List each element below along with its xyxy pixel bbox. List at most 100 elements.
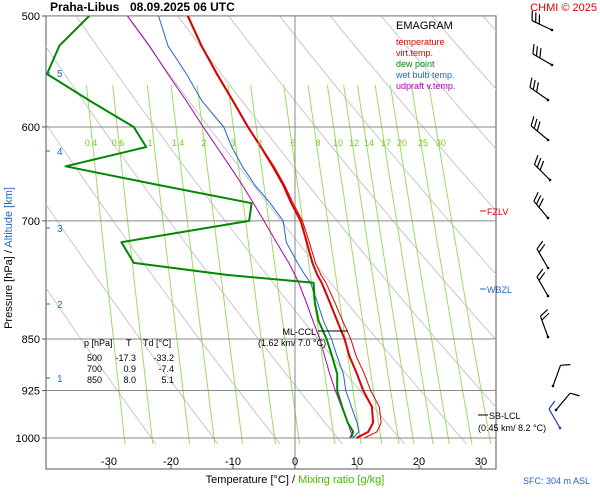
wind-barb-base [546,138,550,142]
fzlv-label: FZLV [487,207,508,217]
ml-ccl-value: (1.62 km/ 7.0 °C) [258,338,326,348]
pressure-tick-label: 600 [22,122,40,134]
pressure-tick-label: 700 [22,216,40,228]
wind-barb-flag [533,155,539,165]
table-row-700-td: -7.4 [158,364,174,374]
mixing-ratio-label: 17 [381,138,391,148]
wind-barbs [529,10,580,430]
ml-ccl-title: ML-CCL [282,327,316,337]
wind-barb-flag [538,272,546,281]
legend-item-temperature: temperature [396,37,445,47]
temperature-tick-label: -30 [101,456,117,468]
mixing-ratio-label: 25 [418,138,428,148]
wind-barb-flag [535,82,540,93]
mixing-ratio-line [428,84,492,445]
y-axis-label: Pressure [hPa] / Altitude [km] [3,187,15,329]
wind-barb-flag [536,240,544,250]
dry-adiabat-line [534,16,600,444]
wind-barb-flag [536,157,542,168]
wind-barb-base [558,426,562,430]
temperature-line [186,16,375,439]
wind-barb [539,309,550,339]
ml-ccl-annotation: ML-CCL (1.62 km/ 7.0 °C) [258,327,348,348]
wind-barb [554,392,580,412]
mixing-ratio-label: 20 [397,138,407,148]
mixing-ratio-label: 6 [290,138,295,148]
wind-barb [536,268,550,298]
mixing-ratio-line [374,84,434,445]
x-axis-label-sep: / [289,474,298,486]
wind-barb [536,240,550,270]
wind-barb-flag [536,121,541,132]
wind-barb-flag [529,77,533,88]
table-row-500-td: -33.2 [153,353,174,363]
wind-barb-staff [552,365,562,387]
wind-barb [531,10,554,32]
wind-barb-flag [531,10,533,21]
wind-barb-flag [540,309,548,317]
wind-barb-flag [535,12,537,23]
wind-barb-base [554,408,558,412]
wind-barb-staff [534,164,551,181]
wind-barb [533,155,552,182]
y-axis-label-pressure: Pressure [hPa] [3,256,15,329]
wind-barb-staff [532,53,553,66]
mixing-ratio-line [146,84,190,445]
wind-barb [548,400,562,430]
wind-barb-flag [533,192,539,202]
wind-barb-flag [539,48,542,59]
altitude-tick-label: 3 [57,224,63,235]
table-header-t: T [126,338,132,348]
wind-barb-flag [541,312,550,321]
mixing-ratio-line [356,84,415,445]
mixing-ratio-line [196,84,244,445]
mixing-ratio-label: 0.6 [112,138,125,148]
fzlv-marker: FZLV [480,207,508,217]
x-axis-label: Temperature [°C] / Mixing ratio [g/kg] [206,474,385,486]
wind-barb [530,116,550,142]
legend-item-wet-bulb: wet bulb temp. [395,70,455,80]
y-axis-label-altitude: Altitude [km] [3,187,15,248]
wind-barb-staff [530,125,549,141]
table-row-850-p: 850 [87,375,102,385]
wind-barb-flag [569,392,580,397]
wind-barb [532,44,554,67]
wind-barb-staff [555,392,571,411]
dry-adiabat-line [330,16,496,212]
mixing-ratio-label: 10 [333,138,343,148]
temperature-tick-label: 20 [413,456,425,468]
x-axis-label-temp: Temperature [°C] [206,474,289,486]
wind-barb-base [550,63,554,67]
wind-barb-staff [529,86,549,101]
mixing-ratio-line [343,84,400,445]
temperature-tick-label: 10 [351,456,363,468]
wind-barb-flag [538,14,541,25]
dry-adiabat-line [482,16,496,32]
wind-barb-staff [531,20,553,31]
pressure-tick-label: 850 [22,334,40,346]
wind-barb-base [546,98,550,102]
mixing-ratio-line [389,84,450,445]
mixing-ratio-label: 8 [315,138,320,148]
wind-barb-base [551,384,555,388]
table-row-500-t: -17.3 [115,353,136,363]
mixing-ratio-label: 0.4 [85,138,98,148]
pressure-tick-label: 1000 [16,433,40,445]
mixing-ratio-line [410,84,473,445]
mixing-ratio-label: 4 [257,138,262,148]
mixing-ratio-label: 2 [201,138,206,148]
wind-barb-base [546,335,550,339]
pressure-tick-label: 500 [22,11,40,23]
wind-barb-base [548,178,552,182]
mixing-ratio-line [112,84,154,445]
dry-adiabat-line [380,16,496,150]
wind-barb-flag [535,46,539,57]
sounding-datetime: 08.09.2025 06 UTC [130,0,235,14]
wind-barb-flag [532,44,535,55]
legend-item-updraft: udpraft v.temp. [396,81,455,91]
mixing-ratio-label: 1 [147,138,152,148]
wind-barb-flag [538,198,544,208]
wind-barb [529,77,550,102]
mixing-ratio-label: 12 [349,138,359,148]
legend-item-dew-point: dew point [396,59,435,69]
